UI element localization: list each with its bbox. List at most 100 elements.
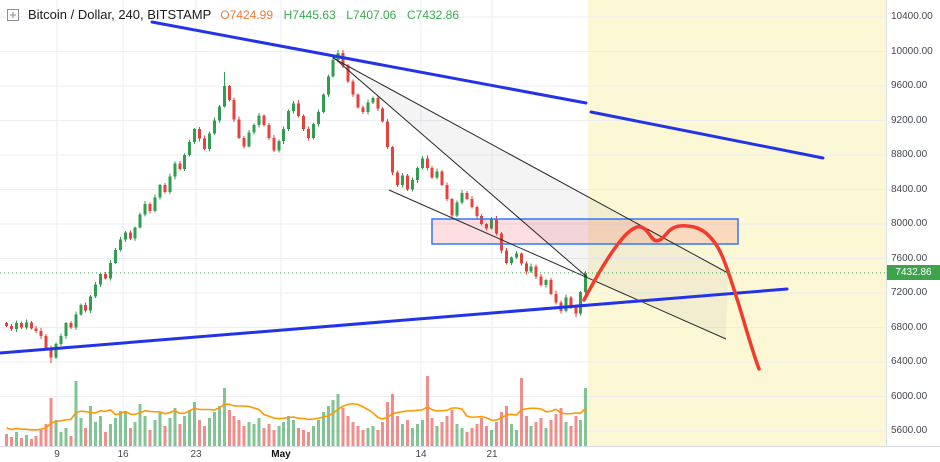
candle: [153, 197, 157, 212]
candle: [9, 325, 13, 330]
candle: [539, 276, 543, 286]
candle: [217, 106, 221, 121]
volume-bar: [242, 426, 246, 446]
candle: [14, 323, 18, 330]
volume-bar: [564, 422, 568, 446]
symbol-legend[interactable]: Bitcoin / Dollar, 240, BITSTAMP O7424.99…: [7, 7, 466, 22]
candle: [356, 94, 360, 108]
candle: [158, 185, 162, 198]
volume-series: [5, 376, 588, 446]
candle: [529, 266, 533, 272]
volume-bar: [366, 428, 370, 446]
candle: [376, 98, 380, 109]
blue-trendline[interactable]: [0, 287, 789, 355]
candle: [381, 108, 385, 122]
close-value: C7432.86: [406, 8, 460, 22]
volume-bar: [297, 428, 301, 446]
volume-bar: [356, 426, 360, 446]
price-axis[interactable]: 7432.86 10400.00 10000.00 9600.00 9200.00 88…: [886, 0, 940, 446]
volume-bar: [198, 420, 202, 446]
candle: [391, 147, 395, 173]
black-trendline[interactable]: [332, 56, 588, 278]
candle: [346, 65, 350, 82]
candle: [69, 323, 73, 328]
future-projection-zone: [588, 0, 886, 446]
resistance-zone-box[interactable]: [431, 218, 739, 245]
volume-bar: [153, 420, 157, 446]
volume-bar: [158, 412, 162, 446]
volume-bar: [435, 426, 439, 446]
candle: [212, 120, 216, 134]
candle: [445, 185, 449, 199]
candle: [207, 133, 211, 149]
candle: [183, 155, 187, 169]
time-axis-label: 9: [54, 449, 60, 460]
candle: [84, 305, 88, 311]
add-compare-icon[interactable]: [7, 8, 19, 21]
volume-bar: [425, 376, 429, 446]
volume-bar: [257, 418, 261, 446]
candle: [5, 323, 8, 326]
candle: [396, 172, 400, 186]
candle: [128, 232, 132, 239]
gridlines: [0, 0, 886, 446]
candle: [178, 163, 182, 169]
black-trendline[interactable]: [388, 189, 727, 340]
volume-bar: [401, 424, 404, 446]
volume-bar: [475, 424, 479, 446]
candle: [173, 163, 177, 177]
candle: [123, 232, 127, 240]
volume-bar: [222, 388, 226, 446]
candle: [104, 274, 107, 279]
volume-bar: [574, 416, 578, 446]
time-axis-label: 23: [190, 449, 202, 460]
volume-bar: [272, 430, 276, 446]
volume-bar: [193, 402, 197, 446]
volume-bar: [24, 435, 28, 446]
blue-trendline[interactable]: [150, 20, 588, 105]
volume-bar: [168, 418, 172, 446]
volume-bar: [292, 420, 296, 446]
candle: [584, 272, 588, 293]
candle: [475, 206, 479, 217]
symbol-title[interactable]: Bitcoin / Dollar, 240, BITSTAMP: [28, 7, 212, 22]
candle: [465, 192, 469, 199]
volume-bar: [99, 416, 103, 446]
volume-bar: [326, 406, 330, 446]
candle: [579, 292, 583, 314]
price-axis-label: 9600.00: [891, 80, 928, 91]
volume-bar: [539, 418, 543, 446]
volume-bar: [485, 426, 489, 446]
volume-bar: [445, 416, 449, 446]
blue-trendline[interactable]: [589, 110, 825, 160]
volume-bar: [371, 426, 375, 446]
candle: [168, 176, 172, 193]
candle: [415, 167, 419, 181]
candle: [143, 204, 147, 215]
projection-drawing[interactable]: [582, 224, 761, 371]
candle: [361, 107, 365, 112]
volume-bar: [247, 422, 251, 446]
candle: [401, 175, 404, 186]
volume-bar: [346, 416, 350, 446]
candle: [94, 284, 98, 297]
price-axis-label: 5600.00: [891, 425, 928, 436]
volume-bar: [351, 422, 355, 446]
volume-bar: [465, 432, 469, 446]
volume-bar: [54, 420, 58, 446]
volume-bar: [450, 410, 454, 446]
volume-bar: [14, 432, 18, 446]
volume-bar: [524, 416, 528, 446]
volume-bar: [39, 430, 43, 446]
volume-bar: [381, 422, 385, 446]
volume-bar: [287, 416, 291, 446]
volume-bar: [415, 424, 419, 446]
candle: [79, 305, 83, 315]
candle: [118, 239, 122, 250]
candle: [44, 336, 48, 349]
time-axis[interactable]: 9 16 23 May 14 21: [0, 446, 940, 462]
volume-bar: [173, 408, 177, 446]
volume-bar: [302, 430, 305, 446]
time-axis-label: May: [271, 449, 291, 460]
